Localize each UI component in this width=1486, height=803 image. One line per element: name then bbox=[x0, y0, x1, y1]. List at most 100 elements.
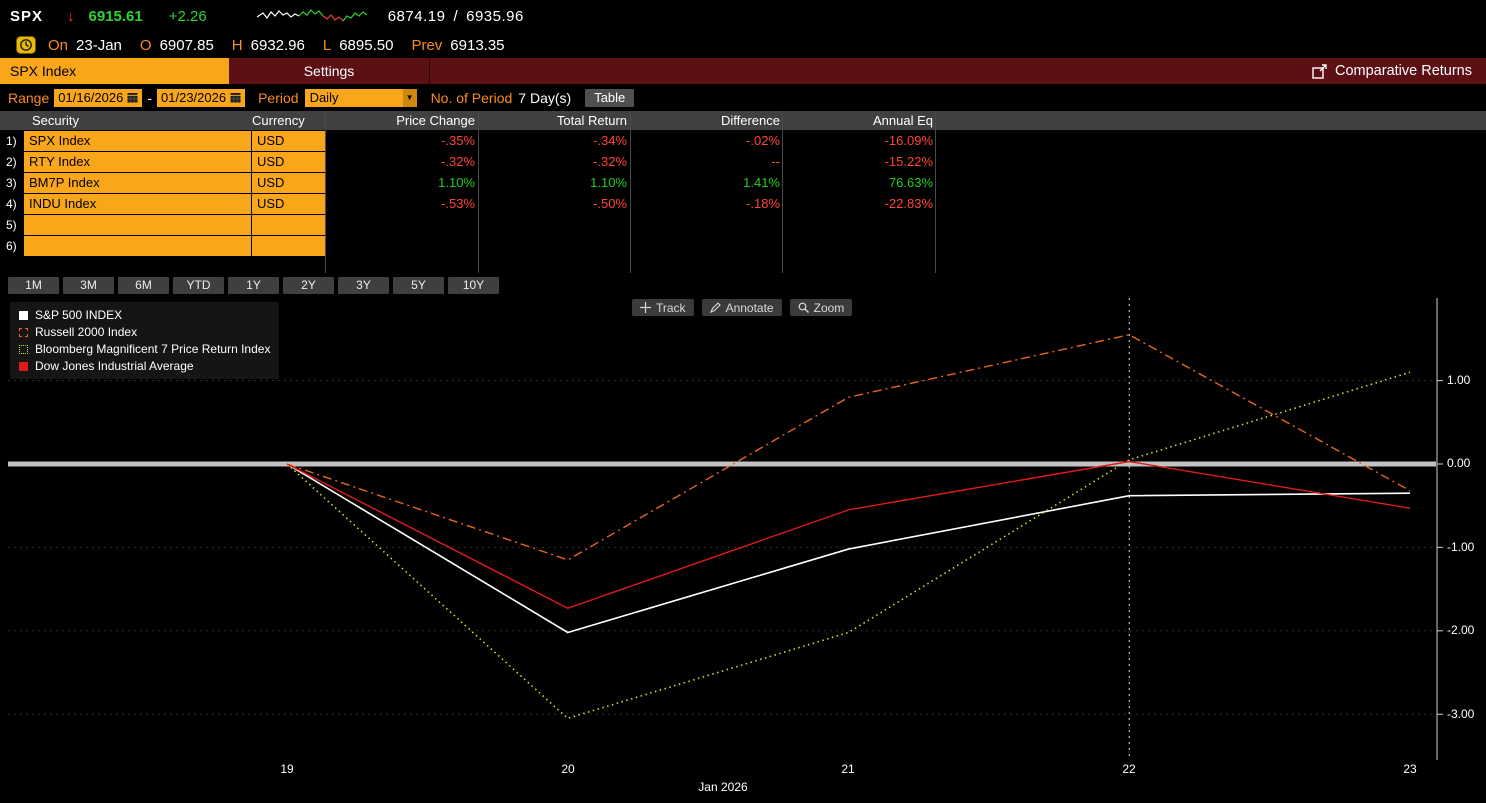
legend-item-mag7[interactable]: Bloomberg Magnificent 7 Price Return Ind… bbox=[19, 342, 270, 356]
chevron-down-icon: ▼ bbox=[402, 88, 417, 107]
x-axis-label: 20 bbox=[561, 762, 575, 776]
x-axis-label: 23 bbox=[1403, 762, 1417, 776]
day-range: 6874.19 / 6935.96 bbox=[388, 8, 524, 25]
annual-eq-value: -15.22% bbox=[884, 154, 933, 169]
legend-label: Dow Jones Industrial Average bbox=[35, 359, 194, 373]
x-axis-label: 19 bbox=[280, 762, 294, 776]
row-number: 5) bbox=[6, 218, 17, 232]
range-dash: - bbox=[147, 89, 153, 106]
zoom-button[interactable]: Zoom bbox=[789, 299, 853, 316]
last-price: 6915.61 bbox=[88, 7, 143, 25]
total-return-value: -.50% bbox=[593, 196, 627, 211]
period-button-ytd[interactable]: YTD bbox=[173, 277, 224, 294]
currency-field[interactable]: USD bbox=[252, 131, 325, 151]
column-divider bbox=[325, 111, 326, 273]
export-icon[interactable] bbox=[1312, 63, 1327, 79]
track-crosshair-icon bbox=[640, 302, 651, 313]
total-return-value: 1.10% bbox=[590, 175, 627, 190]
period-button-10y[interactable]: 10Y bbox=[448, 277, 499, 294]
high-label: H bbox=[231, 36, 243, 54]
range-end-input[interactable]: 01/23/2026 bbox=[157, 88, 246, 107]
currency-field[interactable] bbox=[252, 236, 325, 256]
currency-field[interactable] bbox=[252, 215, 325, 235]
low-price: 6895.50 bbox=[339, 36, 394, 54]
period-button-6m[interactable]: 6M bbox=[118, 277, 169, 294]
price-change-value: -.35% bbox=[441, 133, 475, 148]
x-axis-label: 21 bbox=[841, 762, 855, 776]
y-axis-label: -1.00 bbox=[1447, 540, 1475, 554]
period-button-5y[interactable]: 5Y bbox=[393, 277, 444, 294]
range-end-value: 01/23/2026 bbox=[161, 90, 227, 105]
low-label: L bbox=[322, 36, 332, 54]
table-row: 6) bbox=[0, 236, 1486, 257]
quote-bar: SPX ↓ 6915.61 +2.26 6874.19 / 6935.96 bbox=[0, 0, 1486, 32]
controls-row: Range 01/16/2026 - 01/23/2026 Period bbox=[0, 84, 635, 111]
period-label: Period bbox=[258, 89, 299, 106]
zoom-label: Zoom bbox=[813, 300, 845, 315]
intraday-sparkline-icon bbox=[256, 9, 368, 22]
high-price: 6932.96 bbox=[250, 36, 305, 54]
table-row: 5) bbox=[0, 215, 1486, 236]
annotate-pencil-icon bbox=[709, 302, 721, 313]
legend-item-sp500[interactable]: S&P 500 INDEX bbox=[19, 308, 270, 322]
quote-date: 23-Jan bbox=[76, 36, 122, 54]
price-change-value: -.32% bbox=[441, 154, 475, 169]
security-field[interactable]: SPX Index bbox=[24, 131, 251, 151]
security-field[interactable]: BM7P Index bbox=[24, 173, 251, 193]
tab-spx-index[interactable]: SPX Index bbox=[0, 58, 229, 84]
header-difference: Difference bbox=[720, 113, 780, 128]
header-total-return: Total Return bbox=[556, 113, 627, 128]
period-button-2y[interactable]: 2Y bbox=[283, 277, 334, 294]
column-divider bbox=[478, 111, 479, 273]
market-status-clock-icon bbox=[16, 36, 36, 54]
period-button-3m[interactable]: 3M bbox=[63, 277, 114, 294]
series-marker-russell2000 bbox=[19, 327, 28, 337]
ticker-symbol: SPX bbox=[10, 7, 44, 25]
track-button[interactable]: Track bbox=[632, 299, 694, 316]
annual-eq-value: 76.63% bbox=[888, 175, 933, 190]
legend-label: Russell 2000 Index bbox=[35, 325, 138, 339]
prev-label: Prev bbox=[411, 36, 443, 54]
difference-value: -- bbox=[771, 154, 780, 169]
function-tab-strip: SPX Index Settings Comparative Returns bbox=[0, 58, 1486, 84]
ohlc-bar: On 23-Jan O 6907.85 H 6932.96 L 6895.50 … bbox=[0, 32, 1486, 58]
legend-item-russell2000[interactable]: Russell 2000 Index bbox=[19, 325, 270, 339]
difference-value: 1.41% bbox=[743, 175, 780, 190]
security-field[interactable]: RTY Index bbox=[24, 152, 251, 172]
calendar-icon[interactable] bbox=[230, 92, 241, 103]
track-label: Track bbox=[656, 300, 686, 315]
down-arrow-icon: ↓ bbox=[67, 7, 75, 25]
calendar-icon[interactable] bbox=[127, 92, 138, 103]
price-change-value: 1.10% bbox=[438, 175, 475, 190]
range-separator: / bbox=[453, 7, 459, 25]
table-row: 1) SPX Index USD -.35% -.34% -.02% -16.0… bbox=[0, 131, 1486, 152]
range-label: Range bbox=[8, 89, 50, 106]
series-marker-sp500 bbox=[19, 310, 28, 320]
y-axis-label: 1.00 bbox=[1447, 373, 1471, 387]
y-axis-label: 0.00 bbox=[1447, 456, 1471, 470]
difference-value: -.18% bbox=[746, 196, 780, 211]
table-button[interactable]: Table bbox=[585, 88, 635, 107]
annual-eq-value: -16.09% bbox=[884, 133, 933, 148]
currency-field[interactable]: USD bbox=[252, 194, 325, 214]
period-dropdown[interactable]: Daily ▼ bbox=[304, 88, 417, 107]
legend-item-dowjones[interactable]: Dow Jones Industrial Average bbox=[19, 359, 270, 373]
period-button-1m[interactable]: 1M bbox=[8, 277, 59, 294]
period-button-3y[interactable]: 3Y bbox=[338, 277, 389, 294]
range-start-input[interactable]: 01/16/2026 bbox=[54, 88, 143, 107]
currency-field[interactable]: USD bbox=[252, 152, 325, 172]
security-field[interactable]: INDU Index bbox=[24, 194, 251, 214]
currency-field[interactable]: USD bbox=[252, 173, 325, 193]
series-marker-mag7 bbox=[19, 344, 28, 354]
x-axis-label: 22 bbox=[1122, 762, 1136, 776]
header-price-change: Price Change bbox=[396, 113, 475, 128]
period-button-1y[interactable]: 1Y bbox=[228, 277, 279, 294]
security-field[interactable] bbox=[24, 236, 251, 256]
security-field[interactable] bbox=[24, 215, 251, 235]
range-high: 6935.96 bbox=[466, 7, 524, 25]
tab-settings[interactable]: Settings bbox=[229, 58, 430, 84]
series-marker-dowjones bbox=[19, 361, 28, 371]
annotate-button[interactable]: Annotate bbox=[701, 299, 782, 316]
y-axis-label: -2.00 bbox=[1447, 623, 1475, 637]
